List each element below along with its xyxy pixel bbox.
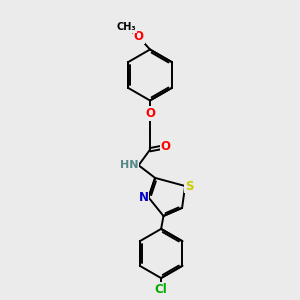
Text: Cl: Cl <box>155 283 167 296</box>
Text: HN: HN <box>120 160 139 170</box>
Text: CH₃: CH₃ <box>116 22 136 32</box>
Text: O: O <box>160 140 171 153</box>
Text: S: S <box>185 179 194 193</box>
Text: N: N <box>139 191 148 204</box>
Text: O: O <box>134 30 144 44</box>
Text: O: O <box>145 106 155 120</box>
